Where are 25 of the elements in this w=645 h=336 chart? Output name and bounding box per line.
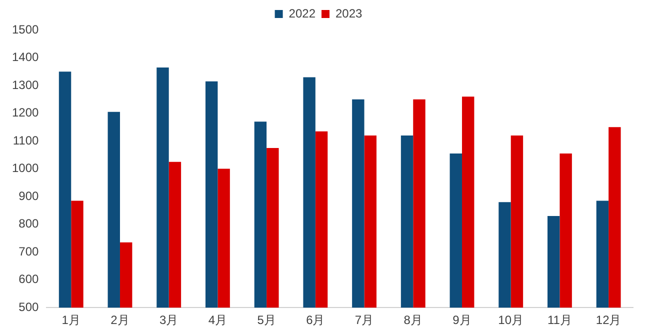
x-tick-label: 5月 [257, 313, 276, 328]
y-tick-label: 600 [18, 272, 40, 286]
y-tick-label: 1100 [12, 133, 40, 148]
legend-label: 2022 [288, 6, 316, 20]
y-tick-label: 800 [18, 216, 40, 231]
x-tick-label: 4月 [208, 313, 228, 328]
y-tick-label: 1000 [12, 161, 40, 176]
x-tick-label: 10月 [498, 313, 524, 328]
y-tick-label: 500 [18, 300, 40, 314]
x-tick-label: 3月 [160, 313, 178, 328]
x-tick-label: 6月 [306, 313, 325, 328]
y-tick-label: 1200 [12, 106, 40, 120]
x-tick-label: 7月 [354, 313, 374, 328]
x-tick-label: 2月 [110, 313, 130, 328]
x-tick-label: 9月 [452, 313, 472, 328]
x-tick-label: 12月 [596, 313, 622, 328]
y-tick-label: 900 [18, 188, 40, 203]
x-tick-label: 11月 [547, 313, 572, 328]
legend-label: 2023 [336, 6, 363, 20]
y-tick-label: 700 [18, 244, 40, 258]
x-tick-label: 8月 [404, 313, 422, 328]
y-tick-label: 1300 [12, 78, 40, 92]
y-tick-label: 1500 [12, 22, 40, 36]
y-tick-label: 1400 [12, 50, 40, 64]
x-tick-label: 1月 [62, 313, 80, 328]
